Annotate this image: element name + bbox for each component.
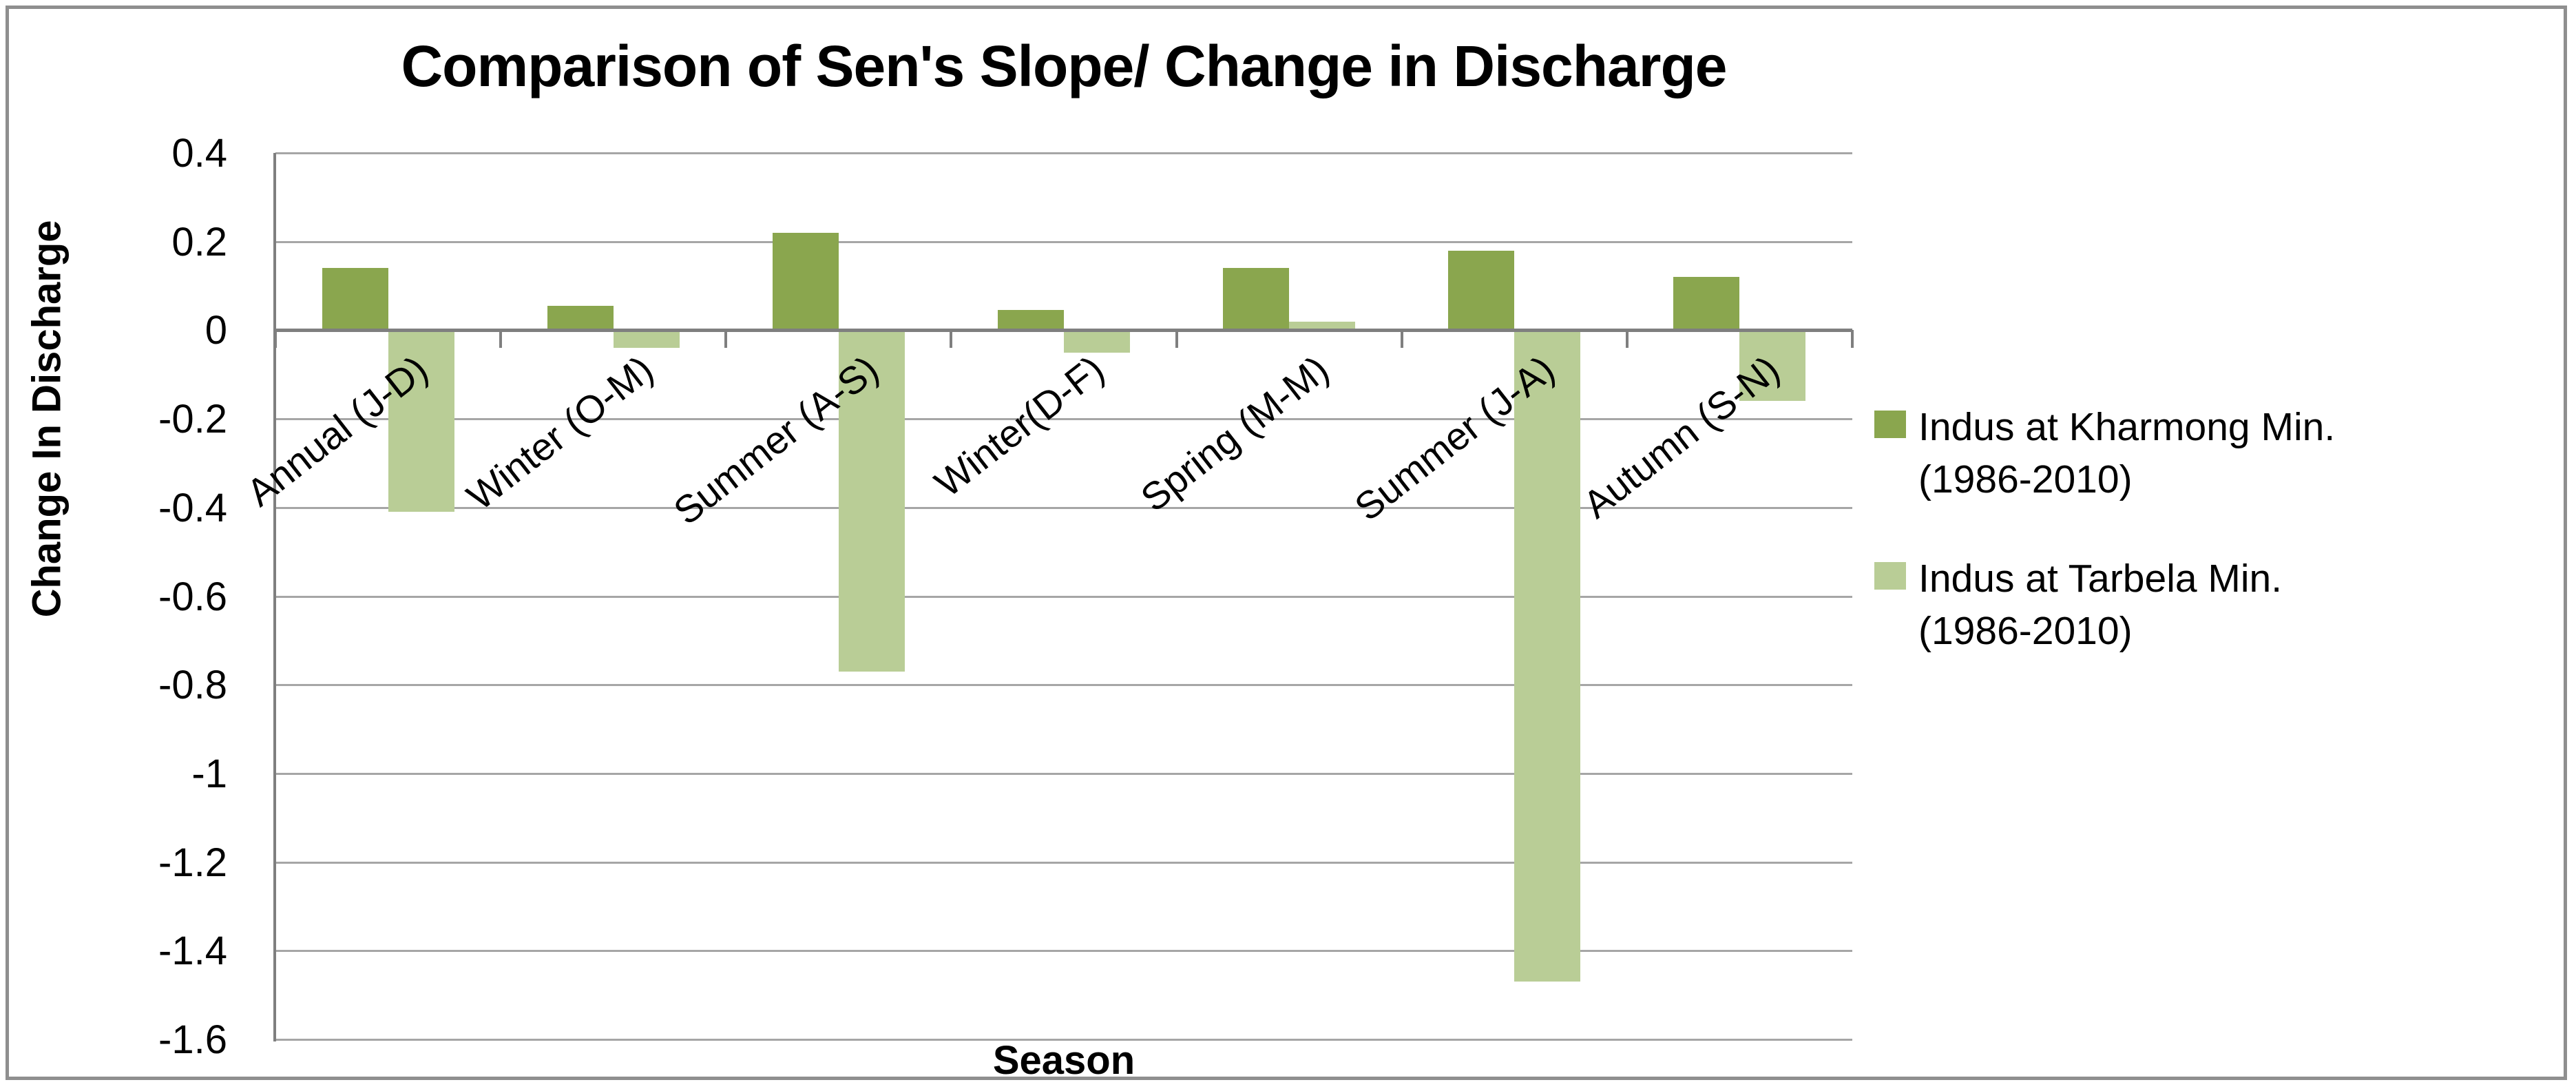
bar-series1-summer-j-a xyxy=(1448,250,1515,331)
gridline xyxy=(275,595,1852,598)
x-axis-title: Season xyxy=(992,1038,1135,1083)
y-tick-label: -0.4 xyxy=(158,485,227,530)
gridline xyxy=(275,684,1852,687)
chart-outer-border xyxy=(6,6,2567,1080)
bar-series1-spring-m-m xyxy=(1223,268,1290,331)
bar-series1-autumn-s-n xyxy=(1673,277,1740,331)
bar-series2-summer-a-s xyxy=(838,330,905,672)
bar-series2-winter-o-m xyxy=(613,330,680,349)
gridline xyxy=(275,1039,1852,1041)
y-tick-label: -0.6 xyxy=(158,574,227,619)
category-boundary-tick xyxy=(1175,330,1178,349)
legend-label: Indus at Tarbela Min. (1986-2010) xyxy=(1918,557,2283,653)
y-tick-label: -1.4 xyxy=(158,929,227,974)
bar-series2-annual-j-d xyxy=(388,330,454,512)
gridline xyxy=(275,240,1852,243)
y-tick-label: -1 xyxy=(191,751,227,796)
category-boundary-tick xyxy=(950,330,953,349)
bar-series1-winter-d-f xyxy=(998,310,1064,331)
gridline xyxy=(275,861,1852,864)
y-axis-line xyxy=(273,153,276,1041)
y-axis-title: Change In Discharge xyxy=(24,220,70,617)
gridline xyxy=(275,418,1852,421)
legend-swatch-icon xyxy=(1874,411,1906,438)
y-tick-label: -1.6 xyxy=(158,1017,227,1062)
legend-entry: Indus at Tarbela Min. (1986-2010) xyxy=(1874,552,2549,657)
bar-series2-autumn-s-n xyxy=(1739,330,1806,402)
bar-series2-spring-m-m xyxy=(1289,321,1356,331)
gridline xyxy=(275,950,1852,953)
y-axis-title-text: Change In Discharge xyxy=(24,220,70,617)
y-tick-label: -0.2 xyxy=(158,397,227,442)
chart-title: Comparison of Sen's Slope/ Change in Dis… xyxy=(401,34,1727,98)
bar-series2-summer-j-a xyxy=(1514,330,1581,982)
x-axis-zero-line xyxy=(275,329,1852,333)
legend-label: Indus at Kharmong Min. (1986-2010) xyxy=(1918,405,2336,501)
plot-area xyxy=(273,152,1854,1041)
bar-series1-summer-a-s xyxy=(772,232,839,331)
category-boundary-tick xyxy=(1400,330,1403,349)
bar-series1-winter-o-m xyxy=(547,306,614,331)
category-boundary-tick xyxy=(274,330,277,349)
y-tick-label: 0.4 xyxy=(171,131,227,176)
y-tick-label: 0 xyxy=(205,308,227,353)
gridline xyxy=(275,506,1852,509)
gridline xyxy=(275,152,1852,154)
legend-entry: Indus at Kharmong Min. (1986-2010) xyxy=(1874,401,2549,506)
bar-series1-annual-j-d xyxy=(322,268,388,331)
legend-swatch-icon xyxy=(1874,562,1906,590)
bar-series2-winter-d-f xyxy=(1064,330,1130,353)
legend: Indus at Kharmong Min. (1986-2010) Indus … xyxy=(1874,401,2549,704)
y-tick-label: -0.8 xyxy=(158,663,227,708)
category-boundary-tick xyxy=(724,330,728,349)
y-tick-label: -1.2 xyxy=(158,840,227,885)
y-tick-label: 0.2 xyxy=(171,219,227,265)
category-boundary-tick xyxy=(1851,330,1854,349)
gridline xyxy=(275,772,1852,775)
category-boundary-tick xyxy=(1625,330,1629,349)
category-boundary-tick xyxy=(499,330,503,349)
